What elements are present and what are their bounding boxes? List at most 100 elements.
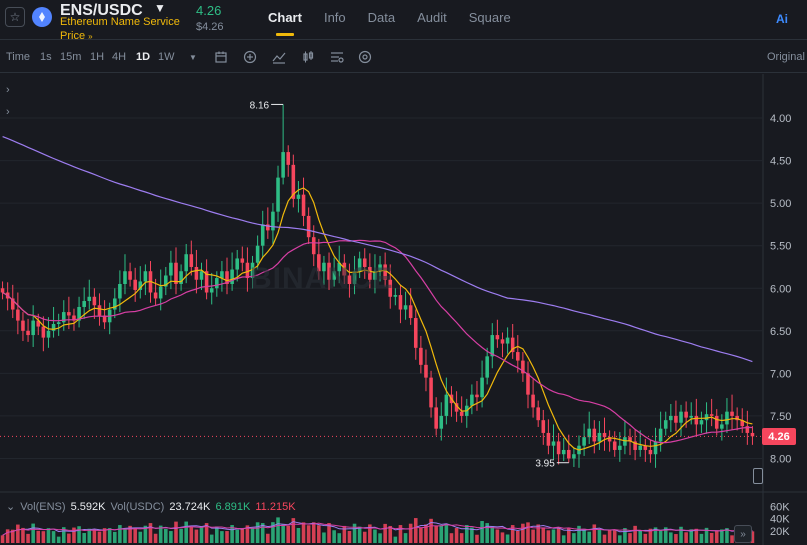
candle-body [495, 335, 500, 340]
volume-bar [97, 531, 102, 543]
interval-1s[interactable]: 1s [40, 51, 52, 63]
chart-settings-icon[interactable] [329, 49, 345, 65]
interval-1w[interactable]: 1W [158, 51, 175, 63]
volume-bar [419, 527, 423, 543]
volume-bar [209, 534, 214, 543]
tab-info[interactable]: Info [323, 10, 346, 25]
candle-body [607, 437, 612, 442]
volume-bar [194, 529, 199, 543]
candle-body [362, 258, 367, 267]
volume-bar [541, 527, 546, 543]
candle-body [276, 177, 280, 212]
vol-ens-value: 5.592K [70, 501, 106, 513]
coin-name: Ethereum Name Service [60, 16, 180, 28]
candle-body [317, 254, 321, 272]
candle-body [31, 320, 35, 336]
tab-audit[interactable]: Audit [417, 10, 447, 25]
interval-1d[interactable]: 1D [136, 51, 151, 63]
interval-4h[interactable]: 4H [112, 51, 127, 63]
candle-body [388, 279, 393, 297]
volume-bar [118, 525, 122, 543]
eye-icon[interactable]: ⌄ [6, 501, 16, 513]
volume-bar [546, 530, 551, 543]
coin-name-link[interactable]: Ethereum Name Service Price » [60, 15, 188, 44]
vol-ma2-value: 11.215K [255, 501, 296, 513]
expand-legend-chevron-icon[interactable]: › [6, 106, 10, 118]
expand-indicators-chevron-icon[interactable]: › [6, 84, 10, 96]
candle-body [128, 271, 132, 280]
ens-coin-logo [32, 7, 52, 27]
interval-1h[interactable]: 1H [90, 51, 105, 63]
candle-type-icon[interactable] [300, 49, 316, 65]
tab-square[interactable]: Square [468, 10, 511, 25]
candle-body [286, 152, 291, 165]
chart-area[interactable]: 8.00 7.50 7.00 6.50 6.00 5.50 5.00 4.50 4.00 20K 4… [0, 74, 807, 545]
original-view-toggle[interactable]: Original [767, 51, 805, 63]
high-label: 8.16 [250, 100, 270, 111]
volume-bar [582, 528, 586, 543]
scroll-to-latest-icon[interactable]: » [734, 525, 752, 543]
volume-ma-slow-line [2, 522, 753, 536]
volume-bar [439, 525, 444, 543]
candle-body [143, 271, 148, 282]
candle-body [102, 315, 107, 323]
candle-body [306, 215, 311, 238]
candle-body [714, 415, 719, 429]
volume-bar [648, 528, 653, 543]
candle-body [551, 441, 556, 446]
candle-body [327, 262, 331, 280]
interval-time[interactable]: Time [6, 51, 31, 63]
volume-bar [215, 526, 219, 543]
candle-body [123, 271, 127, 284]
volume-bar [26, 533, 30, 543]
volume-bar [516, 530, 520, 543]
volume-bar [123, 528, 127, 543]
candle-body [556, 441, 561, 455]
candle-body [10, 298, 15, 310]
volume-bar [41, 531, 46, 543]
calendar-icon[interactable] [213, 49, 229, 65]
volume-bar [669, 532, 673, 543]
pair-title[interactable]: ENS/USDC [60, 2, 143, 19]
volume-bar [77, 526, 81, 543]
candle-body [215, 278, 219, 289]
volume-bar [714, 530, 719, 543]
ai-button[interactable]: Ai [776, 12, 788, 26]
low-label: 3.95 [535, 459, 555, 470]
volume-bar [618, 535, 622, 543]
volume-bar [602, 534, 607, 543]
candle-body [77, 306, 81, 321]
volume-bar [56, 536, 61, 543]
pair-dropdown-caret-icon[interactable]: ▼ [154, 1, 166, 15]
last-price-usd: $4.26 [196, 21, 224, 33]
candle-body [266, 224, 270, 231]
favorite-star-icon[interactable]: ☆ [5, 7, 25, 27]
gear-icon[interactable] [357, 49, 373, 65]
indicators-icon[interactable] [271, 49, 287, 65]
candle-body [424, 364, 428, 378]
candle-body [97, 305, 102, 316]
candle-body [352, 271, 357, 284]
volume-bar [291, 518, 296, 543]
tab-chart[interactable]: Chart [268, 10, 302, 36]
volume-bar [0, 535, 5, 543]
candle-body [16, 309, 20, 321]
volume-bar [429, 518, 433, 543]
interval-15m[interactable]: 15m [60, 51, 82, 63]
candle-body [684, 411, 688, 418]
volume-bar [16, 524, 20, 543]
volume-bar [709, 532, 714, 543]
tab-data[interactable]: Data [367, 10, 396, 25]
current-price-tag: 4.26 [762, 428, 796, 446]
price-chart[interactable]: 8.007.507.006.506.005.505.004.504.0020K4… [0, 74, 807, 545]
volume-bar [10, 529, 15, 543]
price-scale-marker[interactable] [753, 468, 763, 484]
volume-bar [138, 531, 143, 543]
candle-body [164, 275, 168, 287]
volume-bar [638, 530, 643, 543]
candle-body [582, 437, 586, 446]
more-intervals-caret-icon[interactable]: ▼ [189, 52, 197, 62]
add-indicator-icon[interactable] [242, 49, 258, 65]
volume-bar [475, 534, 479, 543]
candle-body [546, 432, 551, 446]
